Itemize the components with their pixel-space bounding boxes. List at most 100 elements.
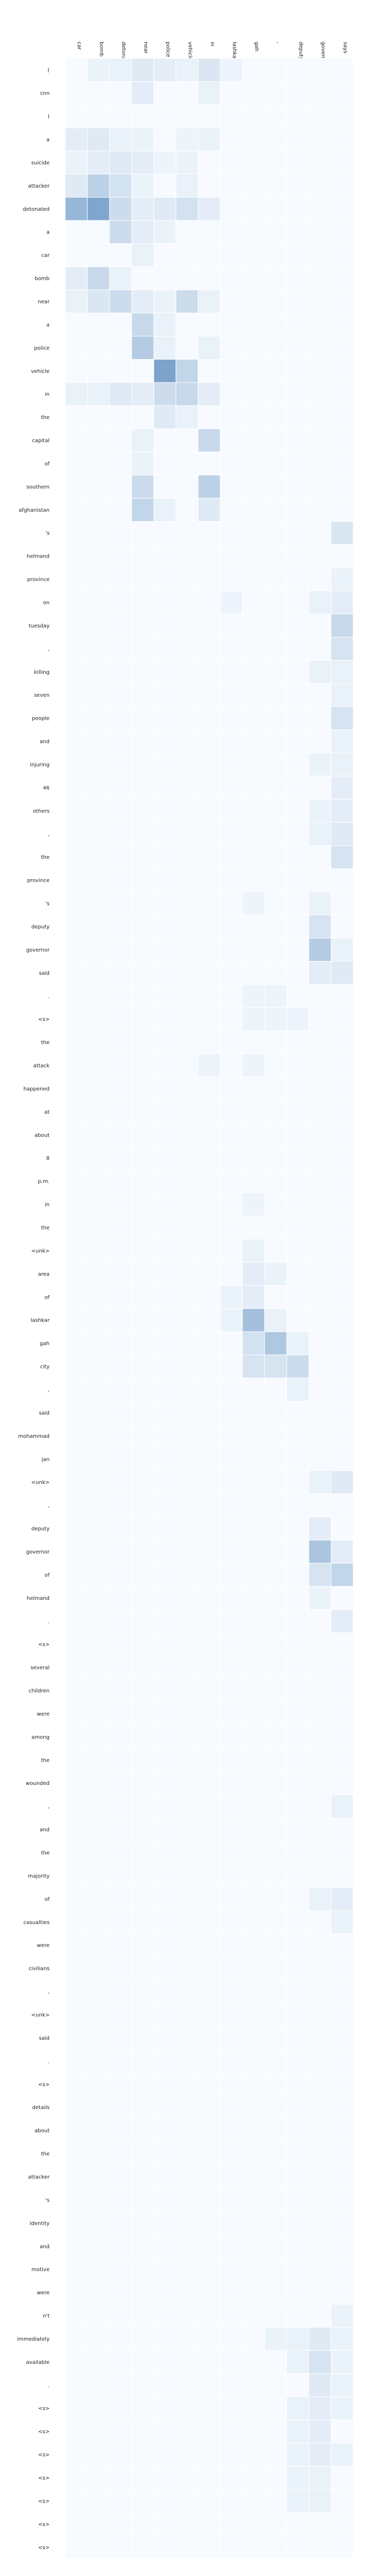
heatmap-cell: [175, 1517, 199, 1540]
heatmap-cell: [87, 2419, 110, 2444]
heatmap-cell: [220, 1979, 243, 2004]
heatmap-cell: [109, 151, 132, 175]
y-tick-label: details: [32, 2105, 50, 2111]
heatmap-cell: [131, 451, 154, 476]
y-tick-label: helmand: [27, 554, 50, 560]
heatmap-cell: [175, 1887, 199, 1911]
heatmap-cell: [87, 1053, 110, 1078]
heatmap-cell: [264, 1910, 287, 1934]
heatmap-cell: [87, 220, 110, 244]
heatmap-cell: [331, 1979, 354, 2004]
heatmap-cell: [308, 868, 332, 892]
heatmap-cell: [308, 289, 332, 314]
heatmap-cell: [220, 1100, 243, 1124]
heatmap-cell: [242, 1702, 265, 1726]
heatmap-cell: [264, 2303, 287, 2328]
heatmap-cell: [308, 1262, 332, 1286]
heatmap-cell: [308, 266, 332, 290]
heatmap-cell: [308, 753, 332, 777]
heatmap-cell: [87, 1123, 110, 1147]
heatmap-cell: [131, 613, 154, 638]
y-tick-label: ,: [48, 1387, 50, 1393]
heatmap-cell: [198, 1725, 221, 1749]
heatmap-cell: [131, 498, 154, 522]
heatmap-cell: [175, 868, 199, 892]
heatmap-cell: [331, 1771, 354, 1795]
y-tick-label: wounded: [26, 1781, 50, 1786]
heatmap-cell: [331, 289, 354, 314]
y-tick-label: detonated: [23, 206, 50, 212]
heatmap-cell: [109, 1539, 132, 1564]
heatmap-cell: [175, 521, 199, 545]
heatmap-cell: [220, 1470, 243, 1494]
heatmap-cell: [331, 2281, 354, 2304]
y-tick-label: <s>: [38, 2082, 50, 2088]
heatmap-cell: [153, 1817, 176, 1842]
heatmap-cell: [109, 1702, 132, 1726]
heatmap-cell: [87, 313, 110, 337]
heatmap-cell: [87, 197, 110, 221]
heatmap-cell: [242, 2141, 265, 2166]
heatmap-cell: [286, 822, 309, 846]
heatmap-cell: [286, 1864, 309, 1888]
heatmap-cell: [242, 2419, 265, 2444]
heatmap-cell: [308, 1679, 332, 1703]
heatmap-cell: [331, 544, 354, 568]
heatmap-cell: [308, 1331, 332, 1355]
heatmap-cell: [109, 382, 132, 406]
heatmap-cell: [87, 1493, 110, 1518]
y-tick-label: immediately: [17, 2336, 50, 2342]
heatmap-cell: [109, 1285, 132, 1309]
heatmap-cell: [308, 2281, 332, 2304]
heatmap-cell: [87, 2003, 110, 2027]
heatmap-cell: [220, 590, 243, 614]
heatmap-cell: [331, 799, 354, 823]
heatmap-cell: [131, 2141, 154, 2166]
heatmap-cell: [264, 984, 287, 1008]
heatmap-cell: [242, 1910, 265, 1934]
heatmap-cell: [131, 1841, 154, 1865]
heatmap-cell: [131, 2003, 154, 2027]
y-tick-label: vehicle: [31, 368, 50, 374]
heatmap-cell: [220, 2443, 243, 2467]
y-tick-label: police: [34, 346, 50, 351]
heatmap-cell: [308, 984, 332, 1008]
heatmap-cell: [131, 2443, 154, 2467]
heatmap-cell: [109, 1470, 132, 1494]
heatmap-cell: [220, 706, 243, 730]
heatmap-cell: [153, 1053, 176, 1078]
heatmap-cell: [65, 1470, 88, 1494]
heatmap-cell: [264, 1817, 287, 1842]
heatmap-cell: [286, 313, 309, 337]
heatmap-cell: [175, 1169, 199, 1193]
heatmap-cell: [65, 243, 88, 267]
heatmap-cell: [198, 1123, 221, 1147]
heatmap-cell: [87, 1401, 110, 1425]
heatmap-cell: [308, 2072, 332, 2096]
heatmap-cell: [109, 2026, 132, 2050]
heatmap-cell: [331, 127, 354, 152]
heatmap-cell: [308, 1100, 332, 1124]
heatmap-cell: [286, 2211, 309, 2235]
heatmap-cell: [87, 1146, 110, 1170]
heatmap-cell: [264, 289, 287, 314]
heatmap-cell: [286, 1030, 309, 1054]
heatmap-cell: [308, 1447, 332, 1471]
heatmap-cell: [264, 2535, 287, 2559]
heatmap-cell: [220, 1262, 243, 1286]
heatmap-cell: [153, 1864, 176, 1888]
heatmap-cell: [242, 567, 265, 591]
heatmap-cell: [153, 1841, 176, 1865]
heatmap-cell: [308, 2234, 332, 2258]
heatmap-cell: [198, 729, 221, 754]
heatmap-cell: [264, 1864, 287, 1888]
heatmap-cell: [198, 1354, 221, 1378]
heatmap-cell: [264, 521, 287, 545]
heatmap-cell: [175, 2003, 199, 2027]
heatmap-cell: [198, 1470, 221, 1494]
y-tick-label: in: [45, 392, 50, 398]
heatmap-cell: [308, 775, 332, 800]
heatmap-cell: [308, 660, 332, 684]
heatmap-cell: [264, 1447, 287, 1471]
y-tick-label: available: [26, 2360, 50, 2365]
